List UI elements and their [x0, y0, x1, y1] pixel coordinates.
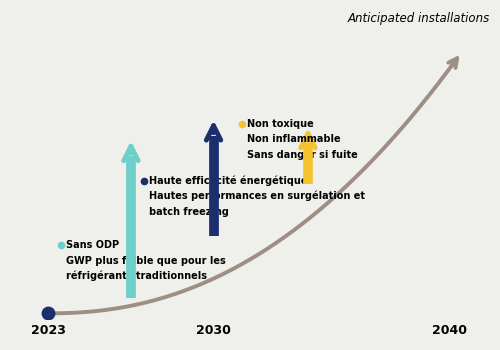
- Text: Non inflammable: Non inflammable: [246, 134, 340, 145]
- Text: réfrigérants traditionnels: réfrigérants traditionnels: [66, 271, 207, 281]
- Text: Sans ODP: Sans ODP: [66, 240, 119, 250]
- Text: Haute efficacité énergétique: Haute efficacité énergétique: [148, 175, 307, 186]
- Text: Hautes performances en surgélation et: Hautes performances en surgélation et: [148, 191, 364, 201]
- Text: batch freezing: batch freezing: [148, 206, 228, 217]
- Text: GWP plus faible que pour les: GWP plus faible que pour les: [66, 256, 226, 266]
- Text: Sans danger si fuite: Sans danger si fuite: [246, 150, 358, 160]
- Text: Anticipated installations: Anticipated installations: [348, 12, 490, 25]
- Text: Non toxique: Non toxique: [246, 119, 314, 129]
